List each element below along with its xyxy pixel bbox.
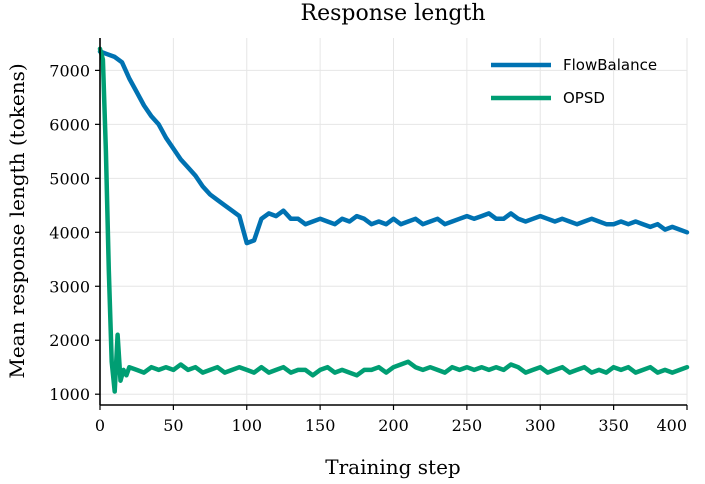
y-tick-label: 5000 <box>49 169 90 188</box>
chart-title: Response length <box>301 1 486 26</box>
y-tick-label: 6000 <box>49 115 90 134</box>
legend-label-opsd: OPSD <box>563 89 605 107</box>
x-tick-label: 250 <box>452 416 483 435</box>
y-tick-label: 1000 <box>49 385 90 404</box>
x-tick-label: 0 <box>95 416 105 435</box>
series-line-flowbalance <box>97 49 690 246</box>
x-axis-label: Training step <box>325 455 460 479</box>
y-tick-label: 7000 <box>49 61 90 80</box>
x-tick-label: 300 <box>525 416 556 435</box>
x-tick-label: 200 <box>378 416 409 435</box>
x-tick-label: 150 <box>305 416 336 435</box>
y-tick-label: 3000 <box>49 277 90 296</box>
legend-label-flowbalance: FlowBalance <box>563 56 657 74</box>
legend: FlowBalance OPSD <box>491 56 657 107</box>
series-layer <box>97 46 690 394</box>
x-tick-label: 400 <box>656 416 687 435</box>
y-tick-label: 2000 <box>49 331 90 350</box>
y-axis-label: Mean response length (tokens) <box>5 63 29 378</box>
series-line-opsd <box>97 46 690 394</box>
x-tick-label: 100 <box>231 416 262 435</box>
x-tick-label: 50 <box>163 416 183 435</box>
x-tick-label: 350 <box>598 416 629 435</box>
y-tick-label: 4000 <box>49 223 90 242</box>
ticks: 0 50 100 150 200 250 300 350 400 1000 2000 3000 4000… <box>49 61 688 435</box>
